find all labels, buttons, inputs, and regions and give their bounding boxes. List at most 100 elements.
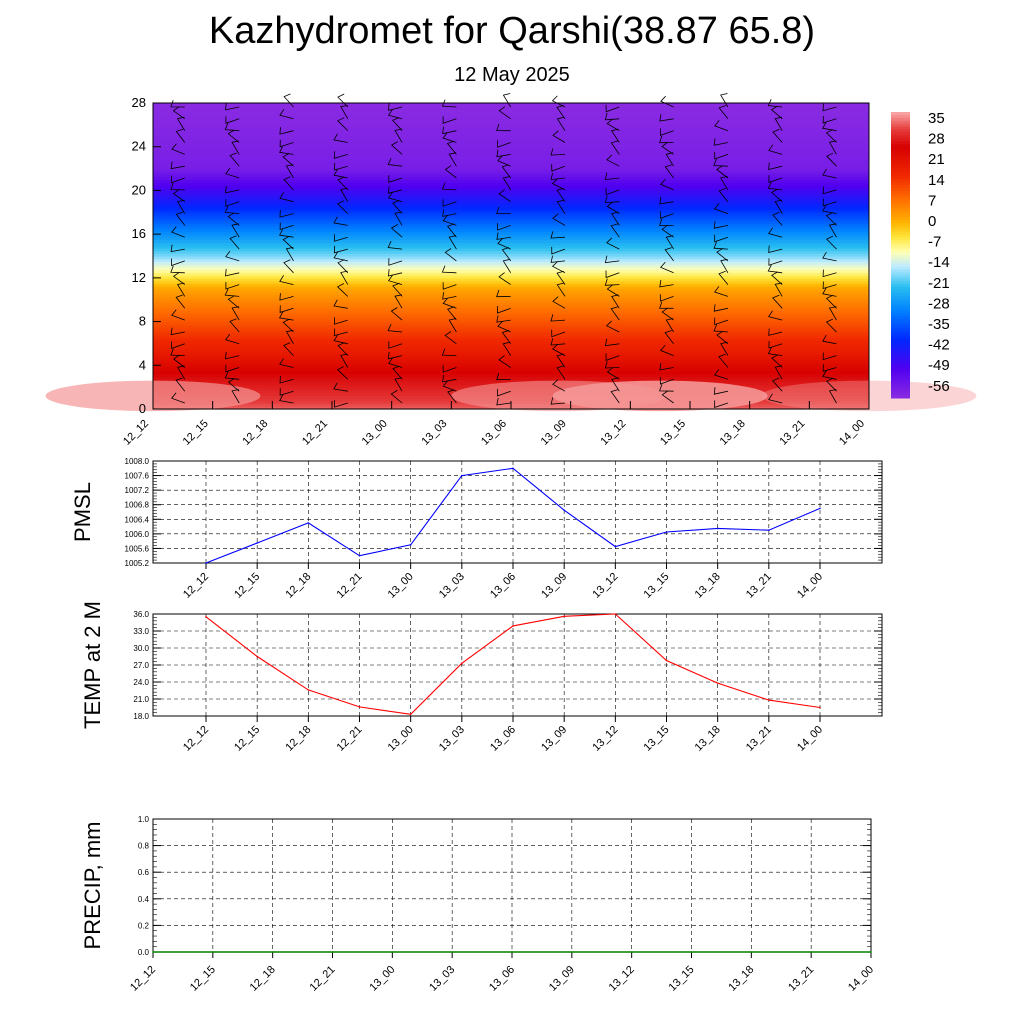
heatmap-band <box>153 225 869 230</box>
colorbar-label: 28 <box>928 131 945 148</box>
wind-barb <box>611 211 620 226</box>
wind-barb <box>446 140 457 155</box>
colorbar-segment <box>891 374 910 379</box>
wind-barb <box>659 279 674 288</box>
colorbar-segment <box>891 182 910 186</box>
wind-barb <box>225 250 240 262</box>
colorbar-segment <box>891 231 910 236</box>
precip-data-point <box>391 951 394 953</box>
wind-barb <box>171 143 185 155</box>
wind-barb <box>774 365 783 380</box>
colorbar-segment <box>891 176 910 180</box>
colorbar-segment <box>891 199 910 203</box>
wind-barb <box>659 128 674 136</box>
wind-barb <box>496 123 511 132</box>
wind-barb <box>611 294 620 309</box>
heatmap-band <box>153 168 869 172</box>
colorbar-segment <box>891 217 910 221</box>
wind-barb <box>551 178 566 191</box>
precip-data-point <box>331 951 334 953</box>
wind-barb <box>176 116 186 131</box>
wind-barb <box>170 348 185 356</box>
wind-barb <box>606 284 620 297</box>
wind-barb <box>497 388 511 397</box>
wind-barb <box>552 213 566 226</box>
wind-barb <box>826 235 837 250</box>
temp2m-x-tick-label: 13_00 <box>386 724 416 754</box>
colorbar-segment <box>891 187 910 192</box>
wind-barb <box>333 334 348 345</box>
wind-barb <box>340 270 349 285</box>
wind-barb <box>604 255 620 264</box>
colorbar-segment <box>891 275 910 279</box>
colorbar-segment <box>891 193 910 198</box>
colorbar-segment <box>891 214 910 218</box>
temp2m-data-point <box>768 699 770 701</box>
colorbar-segment <box>891 395 910 399</box>
colorbar-segment <box>891 287 910 291</box>
temp2m-y-axis-label: TEMP at 2 M <box>80 601 105 729</box>
wind-barb <box>496 232 511 240</box>
wind-barb <box>606 201 620 214</box>
pmsl-data-point <box>461 474 463 477</box>
wind-barb <box>714 317 729 326</box>
wind-barb <box>659 362 674 371</box>
wind-barb <box>279 210 294 218</box>
wind-barb <box>768 175 783 183</box>
wind-barb <box>716 165 729 179</box>
wind-barb <box>774 116 783 131</box>
wind-barb <box>498 355 511 368</box>
heatmap-band <box>153 370 869 375</box>
wind-barb <box>768 310 783 321</box>
wind-barb <box>713 387 728 395</box>
colorbar-segment <box>891 144 910 148</box>
wind-barb <box>387 191 403 203</box>
wind-barb <box>713 158 728 167</box>
precip-x-tick-label: 13_21 <box>786 964 816 994</box>
wind-barb <box>394 294 403 309</box>
precip-data-point <box>870 951 872 953</box>
wind-barb <box>442 132 457 143</box>
colorbar-segment <box>891 158 910 163</box>
colorbar-segment <box>891 219 910 224</box>
heatmap-band <box>153 127 869 131</box>
wind-barb <box>279 388 294 396</box>
colorbar-segment <box>891 184 910 189</box>
precip-data-point <box>810 951 812 953</box>
colorbar-segment <box>891 284 910 288</box>
colorbar-segment <box>891 196 910 201</box>
wind-barb <box>605 104 620 113</box>
colorbar-segment <box>891 325 910 329</box>
wind-barb <box>556 282 566 297</box>
colorbar-segment <box>891 266 910 271</box>
wind-barb <box>552 379 566 392</box>
wind-barb <box>720 176 729 191</box>
wind-barb <box>225 364 240 373</box>
wind-barb <box>388 269 403 277</box>
heatmap-band <box>153 165 869 170</box>
heatmap-band <box>153 299 869 304</box>
pmsl-data-point <box>716 527 719 530</box>
wind-barb <box>444 248 457 262</box>
wind-barb <box>225 268 240 277</box>
colorbar-segment <box>891 362 910 367</box>
wind-barb <box>170 327 185 336</box>
wind-barb <box>448 318 457 333</box>
heatmap-band <box>153 206 869 211</box>
wind-barb <box>282 235 294 250</box>
colorbar-segment <box>891 319 910 323</box>
wind-barb <box>392 117 403 131</box>
colorbar-segment <box>891 179 910 183</box>
heatmap-band <box>153 256 869 260</box>
wind-barb <box>175 377 186 392</box>
colorbar-segment <box>891 269 910 274</box>
temp2m-data-point <box>716 682 719 684</box>
wind-barb <box>279 375 294 384</box>
wind-barb <box>828 140 837 155</box>
wind-barb <box>496 372 511 381</box>
wind-barb <box>442 214 457 226</box>
wind-barb <box>333 151 348 159</box>
wind-barb <box>394 377 403 392</box>
wind-barb <box>176 365 186 380</box>
wind-barb <box>337 117 349 131</box>
